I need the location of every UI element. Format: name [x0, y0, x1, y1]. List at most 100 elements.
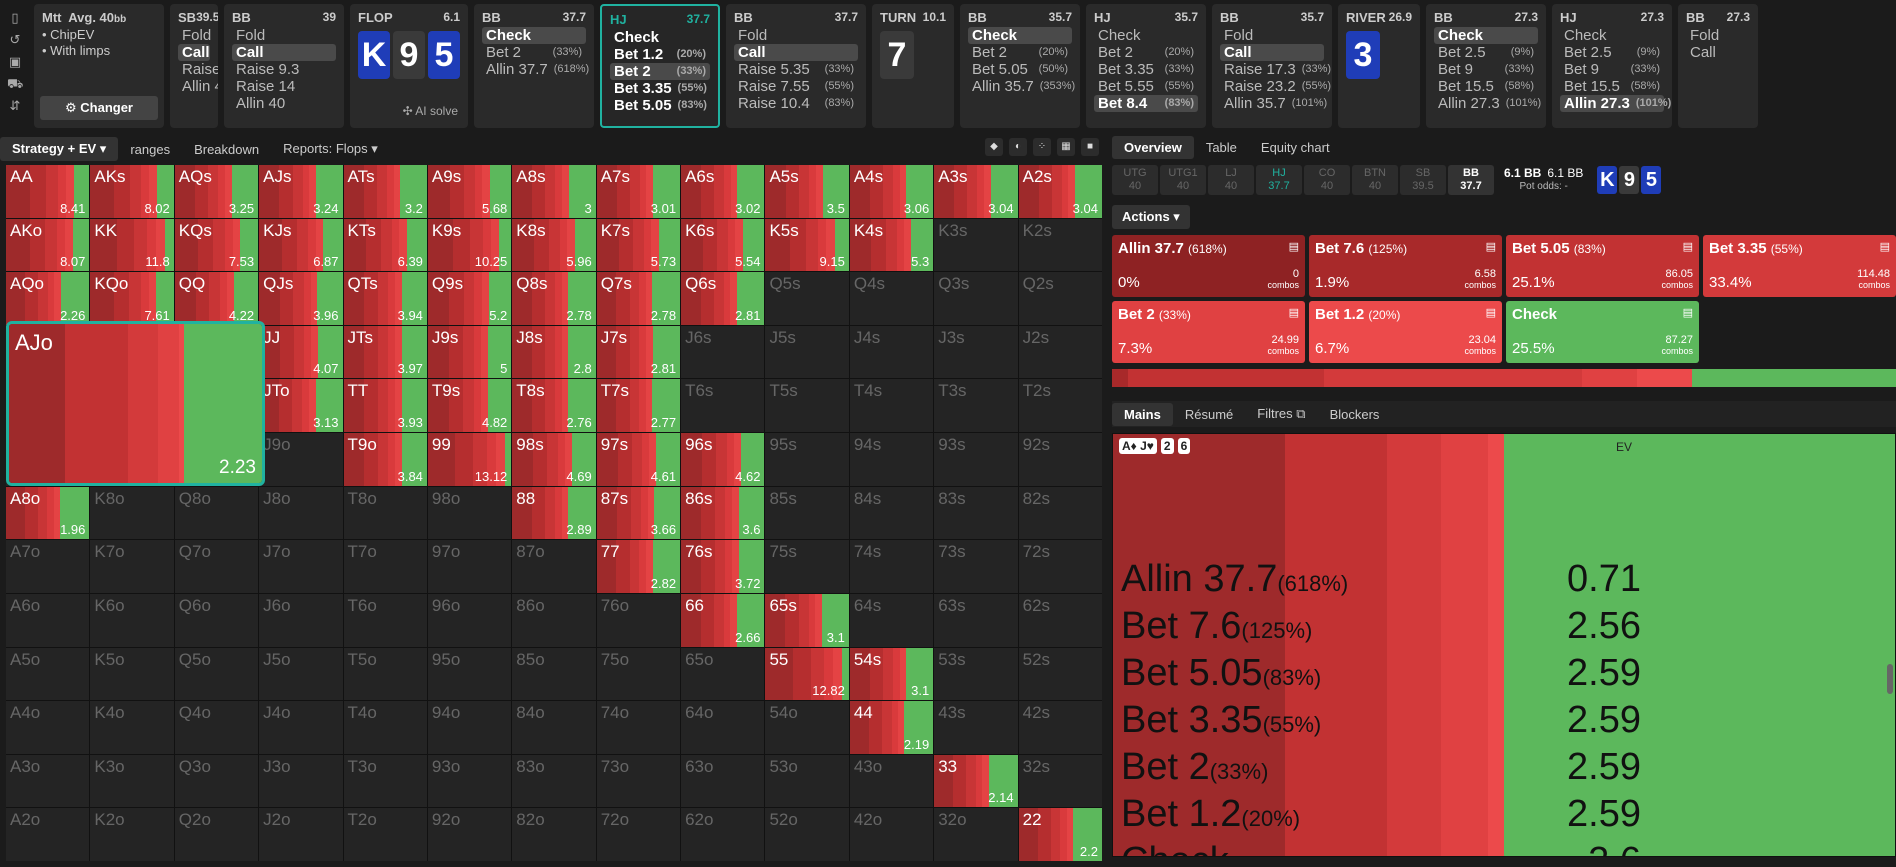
- action-option[interactable]: Call: [232, 44, 336, 61]
- hand-cell[interactable]: JTo 3.13: [259, 379, 343, 433]
- action-tile[interactable]: Bet 1.2 (20%) ▤ 6.7% 23.04 combos: [1309, 301, 1502, 363]
- hand-cell[interactable]: K3o: [90, 754, 174, 808]
- action-option[interactable]: Raise 17.3 (33%): [1220, 61, 1331, 78]
- action-option[interactable]: Raise 23.2 (55%): [1220, 78, 1331, 95]
- position-utg1[interactable]: UTG1 40: [1160, 165, 1206, 195]
- tab-resume[interactable]: Résumé: [1184, 406, 1234, 422]
- hand-cell[interactable]: J7s 2.81: [596, 325, 681, 379]
- hand-cell[interactable]: T6o: [343, 593, 427, 647]
- hand-cell[interactable]: JTs 3.97: [343, 325, 427, 379]
- hand-cell[interactable]: 94s: [849, 433, 934, 486]
- hand-cell[interactable]: A9s 5.68: [427, 165, 512, 218]
- ai-solve-button[interactable]: ✣ AI solve: [402, 104, 458, 118]
- hand-cell[interactable]: J9s 5: [427, 325, 512, 379]
- action-option[interactable]: Raise 5.35 (33%): [734, 61, 858, 78]
- contrast-icon[interactable]: ◐: [1009, 138, 1027, 156]
- hand-cell[interactable]: 82o: [512, 808, 596, 861]
- hand-cell[interactable]: 62o: [681, 808, 765, 861]
- hand-cell[interactable]: 66 2.66: [681, 593, 765, 647]
- hand-cell[interactable]: T8s 2.76: [512, 379, 596, 433]
- hand-cell[interactable]: KQo 7.61: [90, 272, 174, 325]
- tab-overview[interactable]: Overview: [1112, 136, 1194, 159]
- hand-cell[interactable]: KTs 6.39: [343, 218, 427, 272]
- action-option[interactable]: Bet 2 (20%): [968, 44, 1072, 61]
- action-option[interactable]: Fold: [1220, 27, 1324, 44]
- action-option[interactable]: Allin 35.7 (101%): [1220, 95, 1327, 112]
- hand-cell[interactable]: 76s 3.72: [681, 540, 765, 593]
- details-icon[interactable]: ▤: [1288, 241, 1299, 253]
- action-option[interactable]: Bet 2.5 (9%): [1434, 44, 1538, 61]
- hand-cell[interactable]: 95s: [765, 433, 849, 486]
- hand-cell[interactable]: 83s: [934, 486, 1018, 540]
- action-option[interactable]: Check: [482, 27, 586, 44]
- hand-cell[interactable]: 63o: [681, 754, 765, 808]
- hand-cell[interactable]: 44 2.19: [849, 701, 934, 754]
- tab-ranges[interactable]: ranges: [130, 141, 171, 157]
- hand-cell[interactable]: 97o: [427, 540, 512, 593]
- action-option[interactable]: Check: [1560, 27, 1664, 44]
- hand-cell[interactable]: A4s 3.06: [849, 165, 934, 218]
- action-option[interactable]: Fold: [734, 27, 858, 44]
- hand-cell[interactable]: K3s: [934, 218, 1018, 272]
- hand-cell[interactable]: A5s 3.5: [765, 165, 849, 218]
- hand-cell[interactable]: 82s: [1018, 486, 1102, 540]
- hand-cell[interactable]: ATs 3.2: [343, 165, 427, 218]
- hand-cell[interactable]: T3s: [934, 379, 1018, 433]
- hand-cell[interactable]: A8s 3: [512, 165, 596, 218]
- details-icon[interactable]: ▤: [1485, 307, 1496, 319]
- hand-cell[interactable]: 64s: [849, 593, 934, 647]
- hand-cell[interactable]: 75s: [765, 540, 849, 593]
- tab-strategy-ev[interactable]: Strategy + EV ▾: [0, 137, 119, 161]
- hand-cell[interactable]: JJ 4.07: [259, 325, 343, 379]
- hand-cell[interactable]: T9s 4.82: [427, 379, 512, 433]
- hand-cell[interactable]: A7o: [6, 540, 90, 593]
- action-option[interactable]: Call: [1220, 44, 1324, 61]
- hand-cell[interactable]: Q5s: [765, 272, 849, 325]
- action-card-bb[interactable]: BB 27.3 Check Bet 2.5 (9%) Bet 9 (33%) Bet 15.5…: [1426, 4, 1546, 128]
- tab-reports-flops[interactable]: Reports: Flops ▾: [283, 141, 378, 156]
- hand-cell[interactable]: 53s: [934, 647, 1018, 701]
- action-option[interactable]: Bet 15.5 (58%): [1560, 78, 1664, 95]
- action-option[interactable]: Allin 40: [232, 95, 336, 112]
- hand-cell[interactable]: T6s: [681, 379, 765, 433]
- hand-cell[interactable]: 74s: [849, 540, 934, 593]
- action-option[interactable]: Allin 40: [178, 78, 218, 95]
- hand-cell[interactable]: J3s: [934, 325, 1018, 379]
- hand-cell[interactable]: A2s 3.04: [1018, 165, 1102, 218]
- position-bb[interactable]: BB 37.7: [1448, 165, 1494, 195]
- hand-cell[interactable]: 64o: [681, 701, 765, 754]
- history-icon[interactable]: ↺: [9, 32, 21, 47]
- square-icon[interactable]: ■: [1081, 138, 1099, 156]
- hand-cell[interactable]: 42o: [849, 808, 934, 861]
- action-option[interactable]: Allin 37.7 (618%): [482, 61, 589, 78]
- hand-cell[interactable]: KQs 7.53: [174, 218, 259, 272]
- hand-cell[interactable]: AQs 3.25: [174, 165, 259, 218]
- hand-cell[interactable]: Q3o: [174, 754, 259, 808]
- hand-cell[interactable]: Q8o: [174, 486, 259, 540]
- hand-cell[interactable]: K2s: [1018, 218, 1102, 272]
- action-option[interactable]: Bet 3.35 (55%): [610, 80, 710, 97]
- hand-cell[interactable]: 43s: [934, 701, 1018, 754]
- hand-cell[interactable]: K6o: [90, 593, 174, 647]
- hand-cell[interactable]: 87s 3.66: [596, 486, 681, 540]
- action-card-bb[interactable]: BB 35.7 Check Bet 2 (20%) Bet 5.05 (50%) Allin …: [960, 4, 1080, 128]
- action-option[interactable]: Check: [1094, 27, 1198, 44]
- hand-cell[interactable]: A2o: [6, 808, 90, 861]
- action-option[interactable]: Call: [734, 44, 858, 61]
- hand-cell[interactable]: 74o: [596, 701, 681, 754]
- hand-cell[interactable]: J6o: [259, 593, 343, 647]
- hand-cell[interactable]: TT 3.93: [343, 379, 427, 433]
- action-option[interactable]: Bet 5.05 (50%): [968, 61, 1072, 78]
- hand-cell[interactable]: 77 2.82: [596, 540, 681, 593]
- action-card-bb[interactable]: BB 35.7 Fold Call Raise 17.3 (33%) Raise 23.2 (…: [1212, 4, 1332, 128]
- hand-cell[interactable]: 84s: [849, 486, 934, 540]
- hand-cell[interactable]: Q7o: [174, 540, 259, 593]
- hand-cell[interactable]: T5s: [765, 379, 849, 433]
- details-icon[interactable]: ▤: [1682, 307, 1693, 319]
- position-lj[interactable]: LJ 40: [1208, 165, 1254, 195]
- hand-cell[interactable]: 98s 4.69: [512, 433, 596, 486]
- hand-cell[interactable]: J7o: [259, 540, 343, 593]
- tab-mains[interactable]: Mains: [1112, 402, 1173, 426]
- position-sb[interactable]: SB 39.5: [1400, 165, 1446, 195]
